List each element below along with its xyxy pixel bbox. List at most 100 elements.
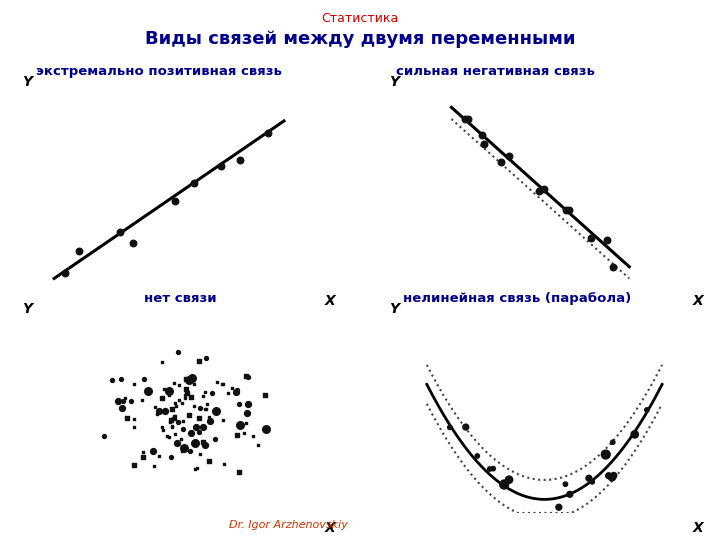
Text: Виды связей между двумя переменными: Виды связей между двумя переменными: [145, 30, 575, 48]
Text: нелинейная связь (парабола): нелинейная связь (парабола): [403, 292, 631, 305]
Point: [169, 411, 181, 420]
Point: [129, 380, 140, 388]
Point: [242, 399, 253, 408]
Point: [184, 410, 195, 419]
Point: [189, 464, 201, 473]
Point: [234, 421, 246, 429]
Point: [138, 448, 149, 456]
Point: [553, 503, 564, 511]
Point: [128, 461, 140, 470]
Point: [534, 187, 545, 195]
Point: [153, 451, 164, 460]
Point: [231, 431, 243, 440]
Point: [600, 450, 611, 459]
Text: Y: Y: [22, 75, 32, 89]
Point: [153, 407, 165, 416]
Point: [212, 378, 223, 387]
Point: [233, 468, 245, 476]
Point: [444, 423, 456, 431]
Point: [157, 423, 168, 431]
Point: [240, 372, 252, 381]
Point: [197, 392, 209, 400]
Point: [128, 414, 140, 423]
Point: [222, 388, 234, 397]
Point: [188, 402, 199, 410]
Point: [199, 387, 210, 396]
Point: [607, 262, 618, 271]
Point: [240, 419, 251, 428]
Text: Y: Y: [22, 302, 32, 316]
Point: [119, 394, 130, 402]
Point: [147, 447, 158, 455]
Point: [175, 435, 186, 444]
Point: [192, 463, 203, 472]
Point: [262, 129, 274, 137]
Point: [184, 376, 195, 384]
Point: [606, 473, 618, 482]
Point: [177, 416, 189, 425]
Point: [226, 384, 238, 393]
Point: [165, 453, 176, 461]
Point: [172, 347, 184, 356]
Point: [232, 386, 243, 394]
Point: [169, 399, 181, 408]
Text: Статистика: Статистика: [321, 12, 399, 25]
Point: [495, 158, 506, 166]
Point: [114, 227, 125, 236]
Point: [168, 197, 180, 205]
Point: [179, 390, 191, 399]
Point: [99, 431, 110, 440]
Point: [603, 471, 614, 480]
Point: [217, 416, 228, 424]
Point: [459, 114, 471, 123]
Text: X: X: [693, 521, 703, 535]
Point: [197, 438, 209, 447]
Point: [174, 418, 185, 427]
Point: [210, 435, 221, 443]
Point: [211, 407, 222, 415]
Point: [608, 471, 619, 480]
Point: [174, 396, 185, 404]
Point: [184, 447, 196, 455]
Point: [563, 206, 575, 215]
Point: [170, 429, 181, 438]
Point: [166, 404, 178, 413]
Text: экстремально позитивная связь: экстремально позитивная связь: [36, 65, 282, 78]
Point: [641, 406, 652, 414]
Point: [194, 428, 205, 436]
Point: [117, 403, 128, 412]
Point: [199, 441, 211, 449]
Point: [180, 385, 192, 394]
Point: [59, 268, 71, 277]
Point: [194, 414, 205, 423]
Text: X: X: [325, 294, 336, 308]
Point: [185, 429, 197, 438]
Point: [479, 140, 490, 149]
Point: [199, 405, 211, 414]
Point: [136, 396, 148, 404]
Point: [240, 409, 252, 417]
Point: [503, 475, 515, 484]
Point: [607, 438, 618, 447]
Point: [487, 464, 499, 473]
Point: [185, 393, 197, 402]
Point: [602, 235, 613, 244]
Point: [204, 413, 215, 421]
Point: [128, 423, 140, 431]
Text: Y: Y: [390, 75, 400, 89]
Text: Dr. Igor Arzhenovskiy: Dr. Igor Arzhenovskiy: [228, 520, 348, 530]
Point: [171, 439, 183, 448]
Point: [190, 423, 202, 431]
Point: [472, 451, 483, 460]
Point: [189, 380, 200, 388]
Point: [181, 374, 192, 383]
Point: [484, 465, 495, 474]
Point: [561, 206, 572, 215]
Point: [163, 390, 174, 399]
Point: [156, 394, 167, 402]
Point: [125, 397, 137, 406]
Point: [194, 450, 206, 458]
Point: [189, 439, 201, 448]
Point: [176, 399, 188, 408]
Point: [260, 390, 271, 399]
